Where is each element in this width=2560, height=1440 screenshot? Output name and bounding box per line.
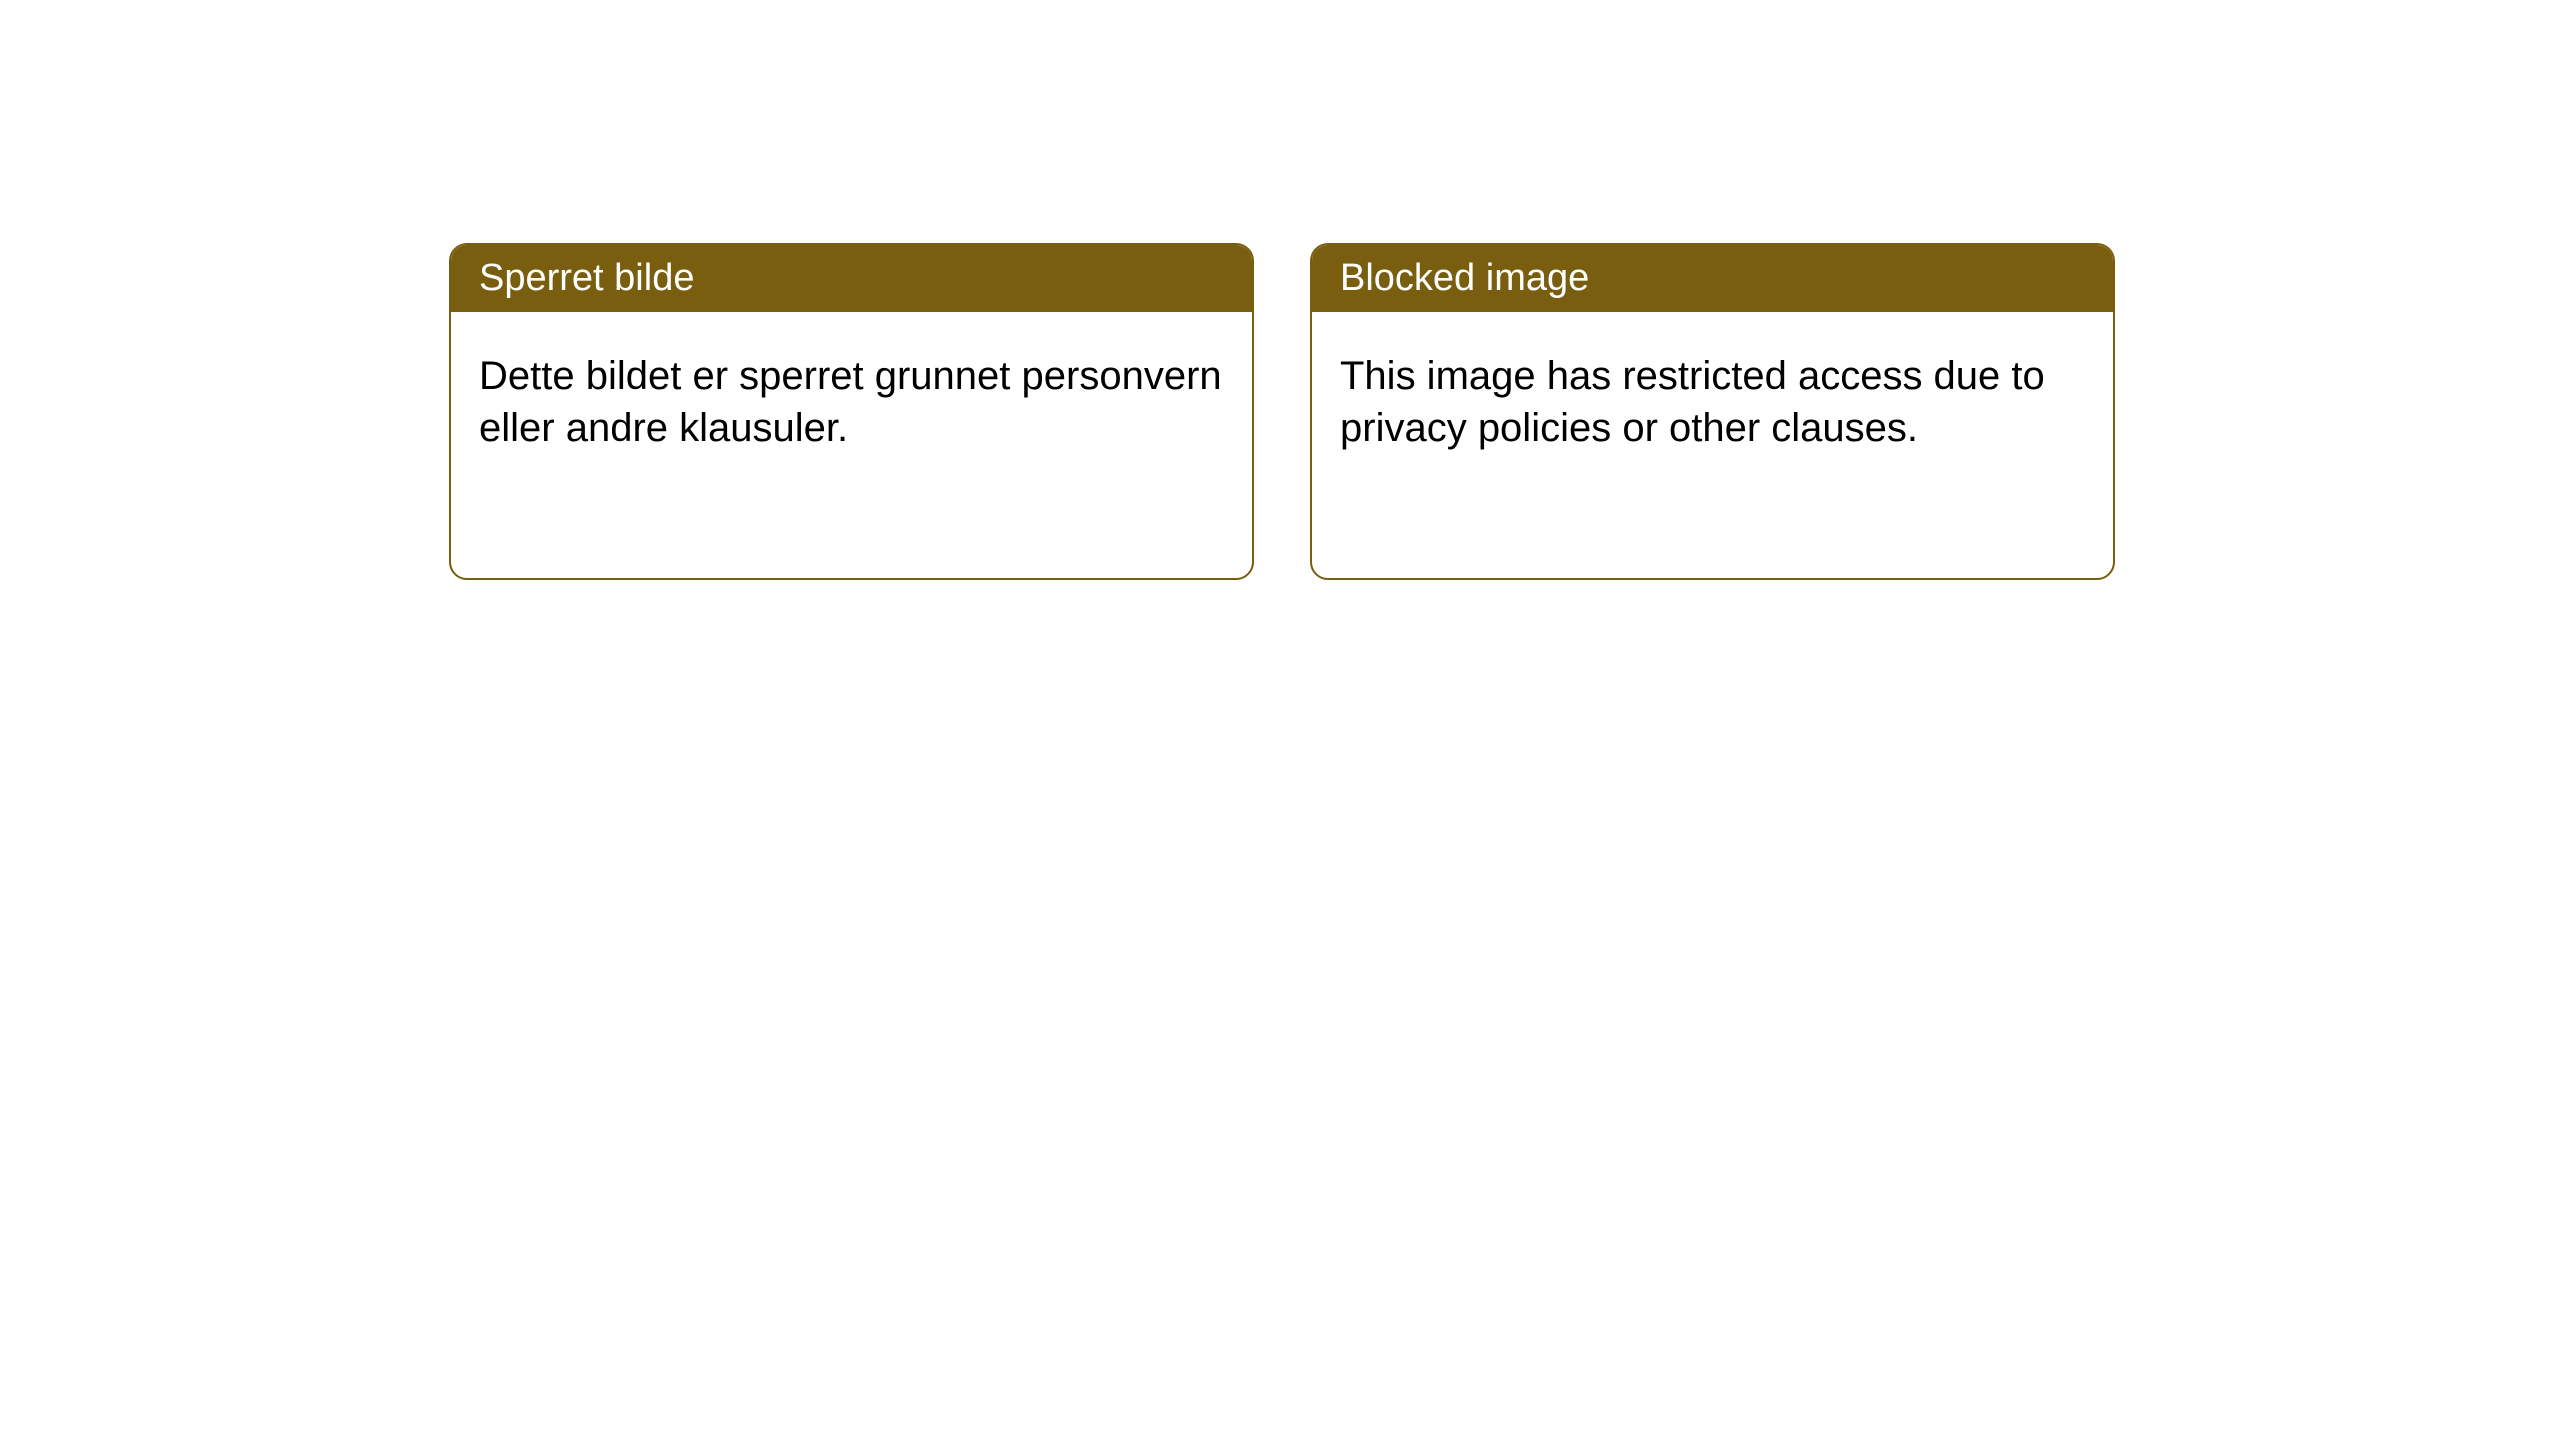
card-message-english: This image has restricted access due to …	[1340, 354, 2045, 450]
card-body-norwegian: Dette bildet er sperret grunnet personve…	[451, 312, 1252, 492]
blocked-image-card-english: Blocked image This image has restricted …	[1310, 243, 2115, 580]
card-header-english: Blocked image	[1312, 245, 2113, 312]
card-header-norwegian: Sperret bilde	[451, 245, 1252, 312]
card-body-english: This image has restricted access due to …	[1312, 312, 2113, 492]
card-title-norwegian: Sperret bilde	[479, 257, 694, 299]
blocked-image-card-norwegian: Sperret bilde Dette bildet er sperret gr…	[449, 243, 1254, 580]
notice-container: Sperret bilde Dette bildet er sperret gr…	[449, 243, 2115, 580]
card-message-norwegian: Dette bildet er sperret grunnet personve…	[479, 354, 1222, 450]
card-title-english: Blocked image	[1340, 257, 1589, 299]
